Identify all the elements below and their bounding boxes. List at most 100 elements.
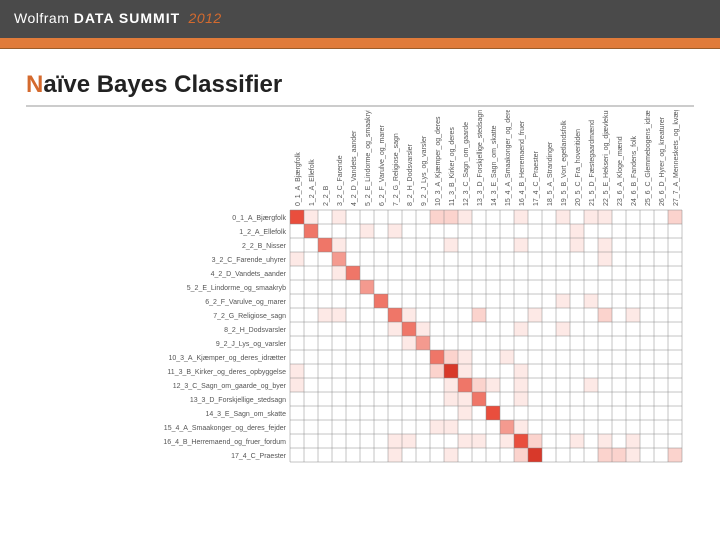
heatmap-cell — [290, 280, 304, 294]
heatmap-cell — [416, 406, 430, 420]
heatmap-cell — [318, 280, 332, 294]
heatmap-cell — [570, 448, 584, 462]
heatmap-cell — [416, 224, 430, 238]
heatmap-cell — [346, 238, 360, 252]
heatmap-cell — [318, 392, 332, 406]
heatmap-cell — [318, 364, 332, 378]
heatmap-cell — [332, 252, 346, 266]
heatmap-cell — [402, 406, 416, 420]
heatmap-cell — [584, 406, 598, 420]
heatmap-cell — [346, 378, 360, 392]
heatmap-cell — [430, 266, 444, 280]
heatmap-cell — [416, 266, 430, 280]
heatmap-cell — [290, 420, 304, 434]
heatmap-cell — [584, 448, 598, 462]
heatmap-cell — [444, 406, 458, 420]
heatmap-cell — [304, 392, 318, 406]
heatmap-cell — [430, 210, 444, 224]
heatmap-cell — [556, 378, 570, 392]
heatmap-cell — [346, 266, 360, 280]
heatmap-cell — [416, 434, 430, 448]
heatmap-cell — [402, 266, 416, 280]
heatmap-cell — [374, 434, 388, 448]
heatmap-cell — [332, 378, 346, 392]
heatmap-cell — [458, 336, 472, 350]
heatmap-cell — [654, 336, 668, 350]
heatmap-cell — [640, 210, 654, 224]
heatmap-cell — [598, 322, 612, 336]
col-label: 6_2_F_Varulve_og_marer — [379, 125, 386, 206]
heatmap-cell — [640, 336, 654, 350]
heatmap-cell — [304, 322, 318, 336]
heatmap-cell — [556, 294, 570, 308]
heatmap-cell — [374, 364, 388, 378]
heatmap-cell — [556, 224, 570, 238]
heatmap-cell — [528, 238, 542, 252]
heatmap-cell — [584, 294, 598, 308]
heatmap-cell — [304, 378, 318, 392]
heatmap-cell — [318, 448, 332, 462]
heatmap-cell — [304, 308, 318, 322]
heatmap-cell — [612, 210, 626, 224]
heatmap-cell — [374, 378, 388, 392]
heatmap-cell — [556, 336, 570, 350]
col-label: 22_5_E_Hekseri_og_djævlekunstner — [603, 110, 610, 206]
heatmap-cell — [486, 378, 500, 392]
heatmap-cell — [584, 210, 598, 224]
heatmap-cell — [500, 322, 514, 336]
heatmap-cell — [486, 280, 500, 294]
heatmap-cell — [570, 336, 584, 350]
heatmap-cell — [500, 392, 514, 406]
row-label: 6_2_F_Varulve_og_marer — [205, 299, 286, 306]
heatmap-cell — [388, 322, 402, 336]
heatmap-cell — [346, 350, 360, 364]
heatmap-cell — [584, 378, 598, 392]
heatmap-cell — [416, 210, 430, 224]
heatmap-cell — [640, 364, 654, 378]
heatmap-cell — [388, 266, 402, 280]
heatmap-cell — [612, 392, 626, 406]
heatmap-cell — [626, 420, 640, 434]
col-label: 20_5_C_Fra_hoveritiden — [575, 129, 582, 206]
heatmap-cell — [668, 350, 682, 364]
heatmap-cell — [598, 378, 612, 392]
heatmap-cell — [332, 392, 346, 406]
heatmap-cell — [402, 210, 416, 224]
heatmap-cell — [612, 266, 626, 280]
heatmap-cell — [374, 252, 388, 266]
heatmap-cell — [612, 238, 626, 252]
heatmap-cell — [626, 266, 640, 280]
heatmap-cell — [528, 280, 542, 294]
heatmap-cell — [346, 252, 360, 266]
heatmap-cell — [430, 308, 444, 322]
heatmap-cell — [318, 224, 332, 238]
heatmap-cell — [332, 406, 346, 420]
heatmap-cell — [556, 406, 570, 420]
heatmap-cell — [374, 350, 388, 364]
heatmap-cell — [640, 238, 654, 252]
col-label: 23_6_A_Kloge_mænd — [617, 136, 624, 206]
heatmap-cell — [458, 364, 472, 378]
heatmap-cell — [346, 420, 360, 434]
row-label: 17_4_C_Praester — [231, 453, 287, 460]
heatmap-cell — [570, 308, 584, 322]
heatmap-cell — [360, 238, 374, 252]
col-label: 10_3_A_Kjæmper_og_deres — [435, 116, 442, 206]
heatmap-cell — [542, 406, 556, 420]
heatmap-cell — [388, 308, 402, 322]
heatmap-cell — [374, 420, 388, 434]
title-accent: N — [26, 71, 43, 98]
heatmap-cell — [472, 210, 486, 224]
heatmap-cell — [360, 224, 374, 238]
heatmap-cell — [444, 224, 458, 238]
heatmap-cell — [290, 322, 304, 336]
heatmap-cell — [458, 406, 472, 420]
heatmap-cell — [626, 322, 640, 336]
heatmap-cell — [654, 238, 668, 252]
heatmap-cell — [556, 252, 570, 266]
col-label: 25_6_C_Glemmebogens_idræt — [645, 110, 652, 206]
heatmap-cell — [528, 350, 542, 364]
heatmap-cell — [430, 434, 444, 448]
heatmap-cell — [430, 294, 444, 308]
heatmap-cell — [556, 308, 570, 322]
